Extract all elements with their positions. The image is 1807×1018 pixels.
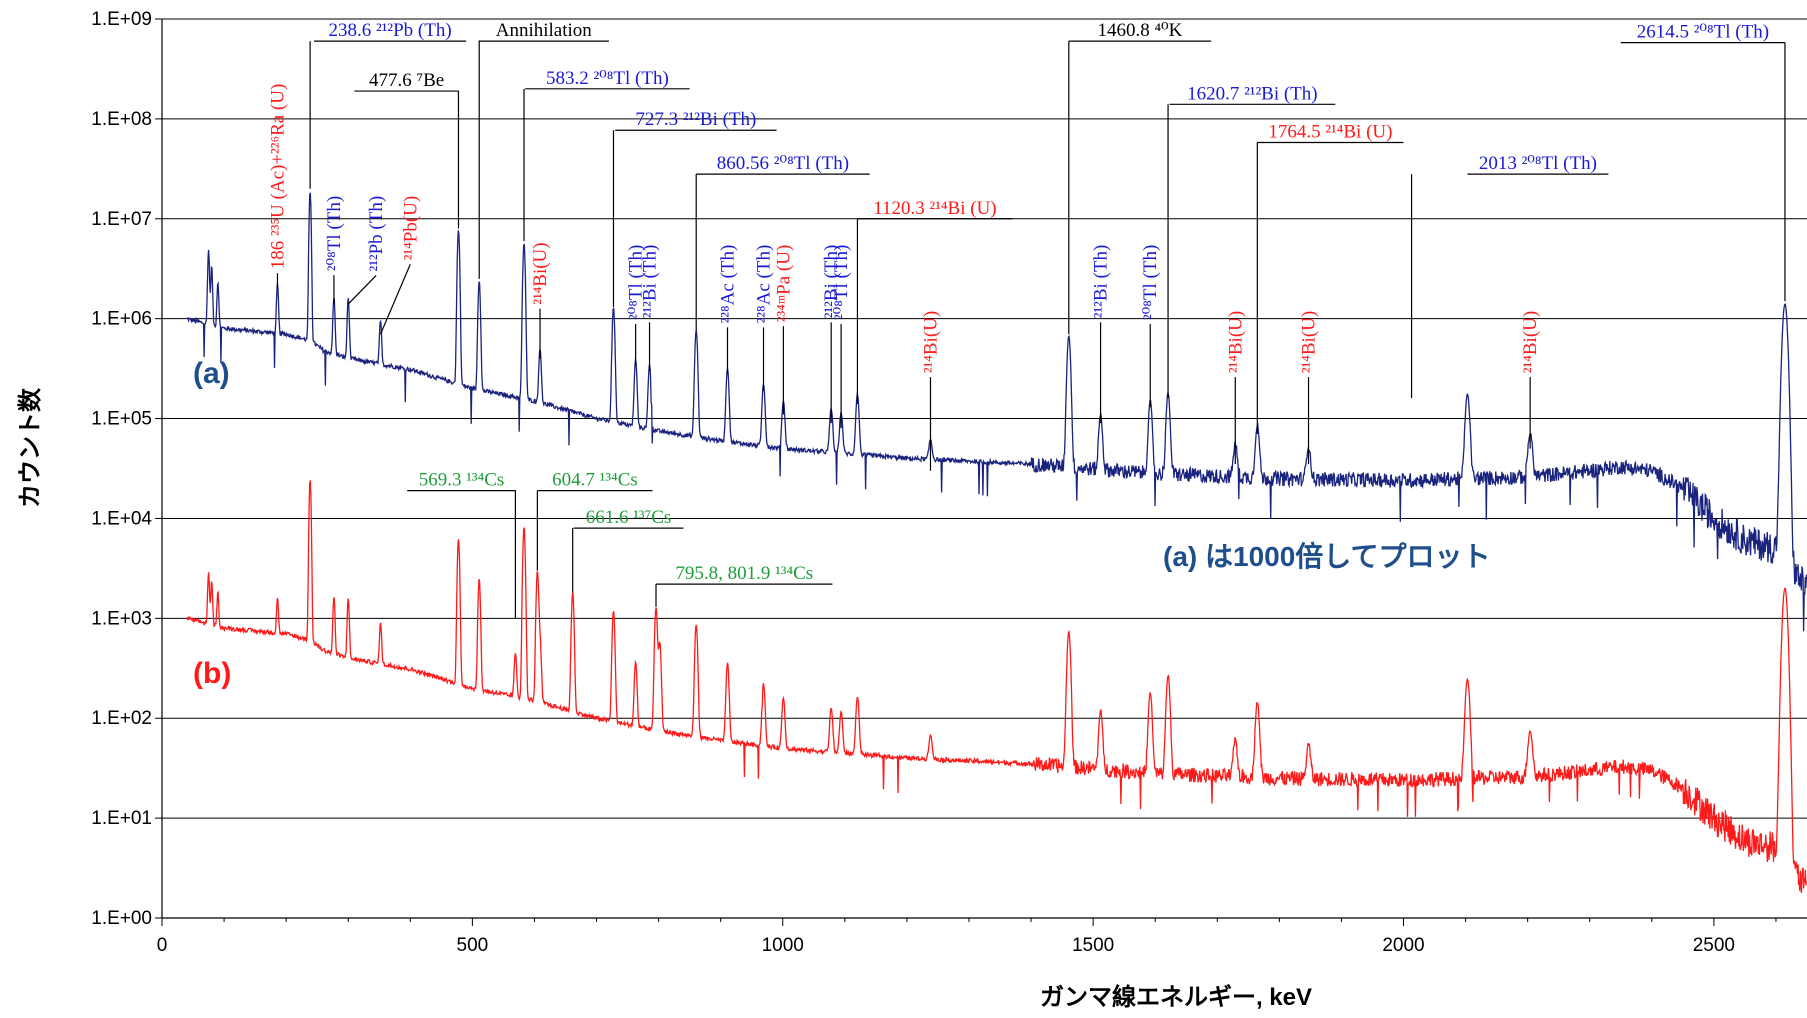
y-axis-title: カウント数	[17, 387, 44, 508]
peak-label: ²¹²Bi (Th)	[1091, 245, 1112, 319]
peak-label: ²¹²Pb (Th)	[366, 196, 387, 272]
spectra	[186, 192, 1807, 894]
x-tick-label: 0	[157, 935, 168, 956]
peak-label: ²¹⁴Pb(U)	[400, 196, 421, 260]
y-tick-label: 1.E+05	[91, 409, 152, 430]
peak-label: ²¹²Bi (Th)	[821, 245, 842, 319]
peak-label: ²⁰⁸Tl (Th)	[626, 245, 647, 320]
scale-note: (a) は1000倍してプロット	[1163, 540, 1490, 572]
y-tick-label: 1.E+00	[91, 908, 152, 929]
x-tick-label: 1500	[1072, 935, 1114, 956]
peak-label: ²¹⁴Bi(U)	[530, 242, 551, 304]
peak-label: ²¹⁴Bi(U)	[921, 311, 942, 373]
gridlines	[162, 18, 1807, 919]
peak-label: 1764.5 ²¹⁴Bi (U)	[1268, 122, 1392, 143]
peak-label: ²⁰⁸Tl (Th)	[831, 245, 852, 320]
series-a-label: (a)	[193, 357, 230, 390]
peak-label: 583.2 ²⁰⁸Tl (Th)	[546, 68, 669, 89]
peak-label: 860.56 ²⁰⁸Tl (Th)	[717, 153, 849, 174]
series-b-label: (b)	[193, 657, 231, 690]
peak-label: 1620.7 ²¹²Bi (Th)	[1187, 83, 1318, 104]
peak-label: 604.7 ¹³⁴Cs	[552, 470, 638, 491]
peak-label: 238.6 ²¹²Pb (Th)	[329, 20, 452, 41]
peak-label: 727.3 ²¹²Bi (Th)	[635, 109, 756, 130]
peak-label: 795.8, 801.9 ¹³⁴Cs	[675, 563, 813, 584]
peak-label: ²¹⁴Bi(U)	[1225, 311, 1246, 373]
y-tick-label: 1.E+03	[91, 608, 152, 629]
peak-label: ²²⁸Ac (Th)	[718, 245, 739, 324]
x-tick-label: 1000	[762, 935, 804, 956]
y-tick-label: 1.E+08	[91, 109, 152, 130]
peak-label: 2013 ²⁰⁸Tl (Th)	[1479, 153, 1597, 174]
series-b-line	[186, 480, 1807, 894]
y-tick-label: 1.E+07	[91, 209, 152, 230]
peak-label: 1460.8 ⁴⁰K	[1097, 20, 1182, 41]
x-axis-title: ガンマ線エネルギー, keV	[1040, 983, 1312, 1011]
peak-label: Annihilation	[496, 20, 593, 41]
x-tick-label: 500	[457, 935, 489, 956]
y-tick-label: 1.E+06	[91, 309, 152, 330]
peak-label: 1120.3 ²¹⁴Bi (U)	[873, 198, 996, 219]
annotation-leader	[347, 275, 377, 305]
x-tick-label: 2500	[1693, 935, 1735, 956]
y-tick-label: 1.E+01	[91, 808, 152, 829]
peak-label: 2614.5 ²⁰⁸Tl (Th)	[1637, 22, 1769, 43]
peak-label: ²⁰⁸Tl (Th)	[1140, 245, 1161, 320]
y-tick-label: 1.E+04	[91, 508, 152, 529]
peak-label: ²¹⁴Bi(U)	[1299, 311, 1320, 373]
peak-label: ²¹⁴Bi(U)	[1520, 311, 1541, 373]
peak-label: 186 ²³⁵U (Ac)+²²⁶Ra (U)	[268, 84, 289, 270]
axes: 1.E+00 1.E+01 1.E+02 1.E+03 1.E+04 1.E+05 1.E+…	[91, 9, 1807, 956]
annotation-leader	[379, 263, 411, 335]
y-tick-label: 1.E+02	[91, 708, 152, 729]
peak-label: 661.6 ¹³⁷Cs	[586, 507, 672, 528]
peak-label: 569.3 ¹³⁴Cs	[419, 470, 505, 491]
peak-label: 477.6 ⁷Be	[369, 70, 444, 91]
x-tick-label: 2000	[1382, 935, 1424, 956]
peak-label: ²¹²Bi (Th)	[640, 245, 661, 319]
y-tick-label: 1.E+09	[91, 9, 152, 30]
annotations: 186 ²³⁵U (Ac)+²²⁶Ra (U) 238.6 ²¹²Pb (Th) ²…	[268, 20, 1786, 619]
peak-label: ²⁰⁸Tl (Th)	[324, 196, 345, 271]
peak-label: ²³⁴ᵐPa (U)	[773, 245, 794, 322]
peak-label: ²²⁸Ac (Th)	[754, 245, 775, 324]
series-a-line	[186, 192, 1807, 632]
